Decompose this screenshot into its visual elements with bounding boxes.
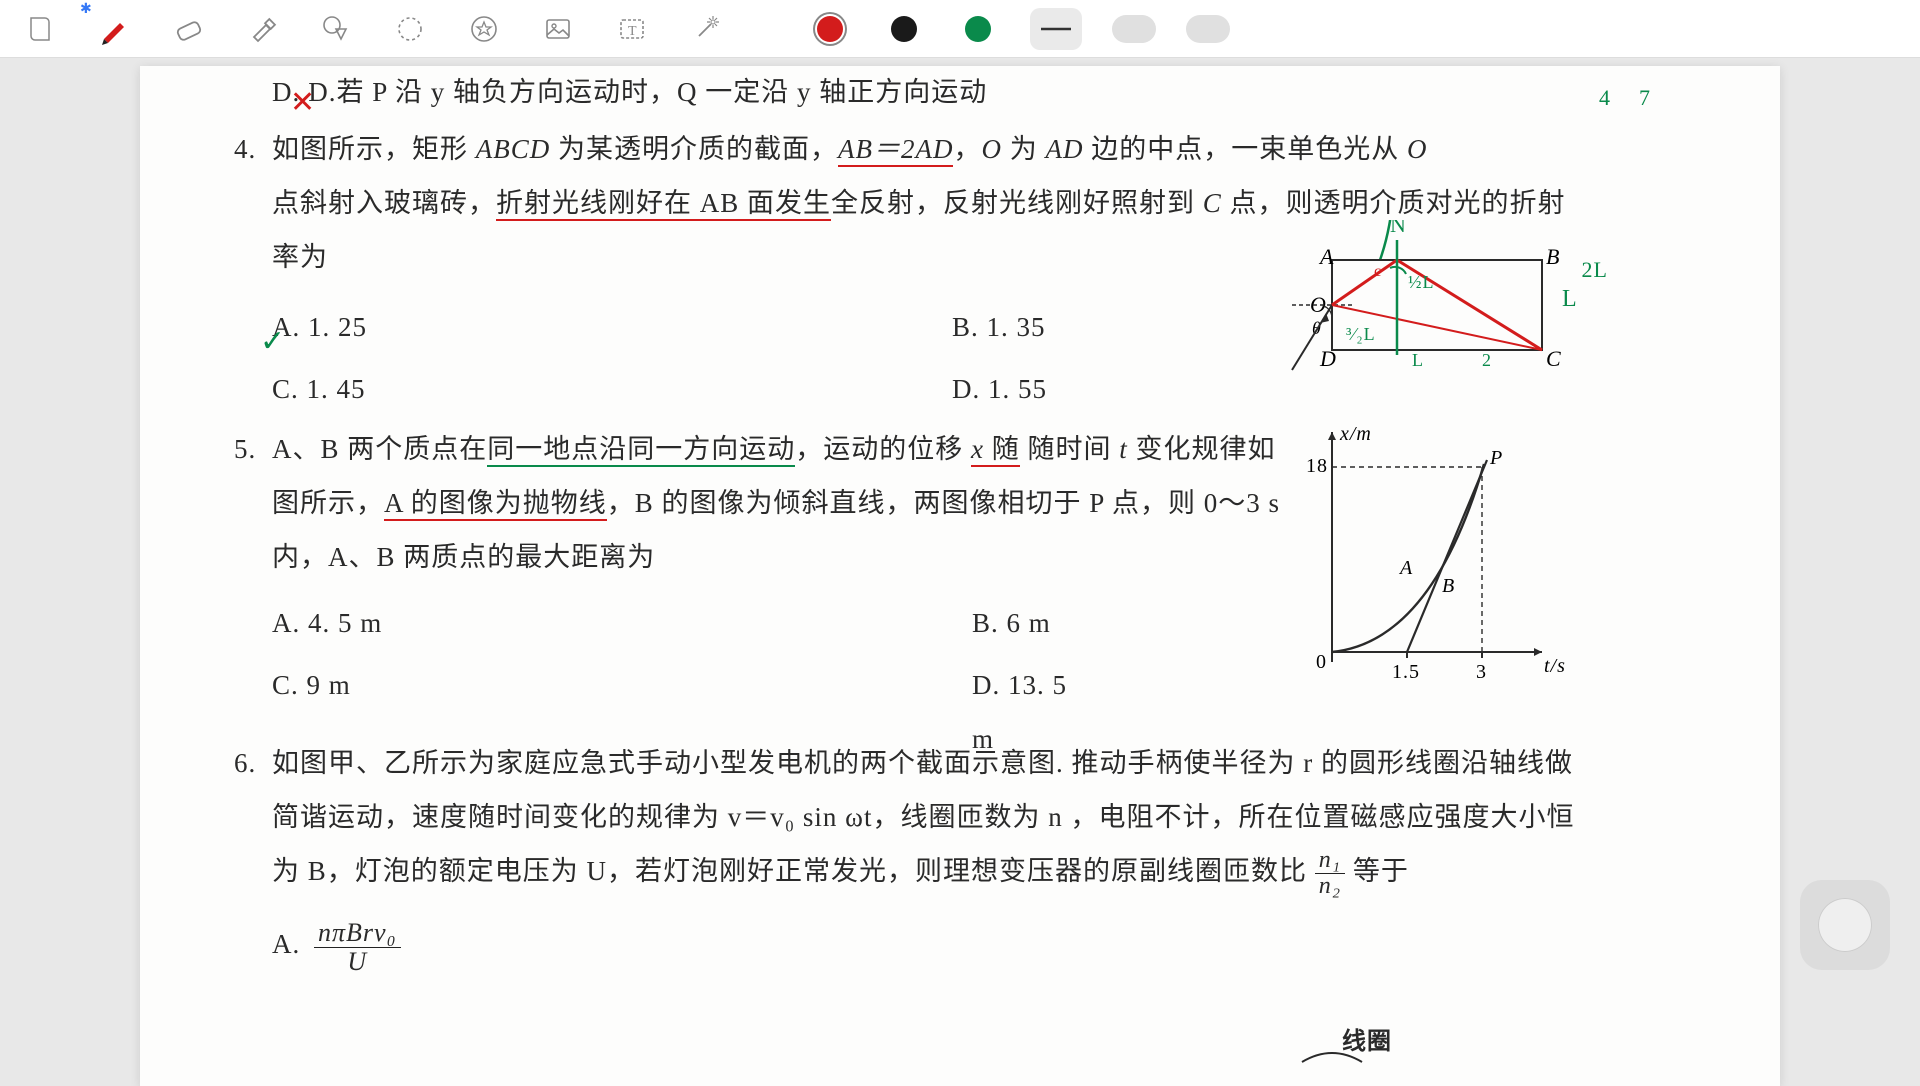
highlighter-icon[interactable]: [240, 7, 284, 51]
q4-diagram: A B D C O θ ½L ³⁄₂: [1262, 220, 1602, 400]
pill-1[interactable]: [1112, 7, 1156, 51]
q5-number: 5.: [234, 422, 256, 476]
question-5: 5. A、B 两个质点在同一地点沿同一方向运动，运动的位移 x 随 随时间 t …: [272, 422, 1592, 770]
svg-text:A: A: [1318, 244, 1334, 269]
color-black[interactable]: [882, 7, 926, 51]
svg-text:0: 0: [1316, 651, 1327, 673]
question-4: 4. 如图所示，矩形 ABCD 为某透明介质的截面，AB＝2AD，O 为 AD …: [272, 122, 1572, 420]
svg-text:N: N: [1390, 220, 1407, 237]
assistive-touch-icon: [1818, 898, 1872, 952]
toolbar: ✱ T: [0, 0, 1920, 58]
q4-opt-c: C. 1. 45: [272, 358, 662, 420]
book-icon[interactable]: ✱: [18, 7, 62, 51]
q5-text: A、B 两个质点在同一地点沿同一方向运动，运动的位移 x 随 随时间 t 变化规…: [272, 422, 1282, 584]
page-container: D.✕D.若 P 沿 y 轴负方向运动时，Q 一定沿 y 轴正方向运动 4. 如…: [0, 58, 1920, 1080]
svg-text:L: L: [1562, 286, 1578, 312]
svg-text:3: 3: [1476, 661, 1487, 683]
q4-check-icon: ✓: [260, 312, 286, 372]
svg-text:C: C: [1546, 346, 1562, 371]
svg-text:O: O: [1310, 292, 1327, 317]
q3-option-d-partial: D.✕D.若 P 沿 y 轴负方向运动时，Q 一定沿 y 轴正方向运动: [272, 70, 987, 109]
color-green[interactable]: [956, 7, 1000, 51]
svg-text:½L: ½L: [1408, 272, 1435, 292]
svg-text:³⁄₂L: ³⁄₂L: [1346, 324, 1376, 344]
svg-text:c: c: [1374, 263, 1382, 280]
pill-2[interactable]: [1186, 7, 1230, 51]
line-weight-button[interactable]: [1030, 8, 1082, 50]
eraser-icon[interactable]: [166, 7, 210, 51]
q4-ann-2l: 2L: [1582, 248, 1608, 292]
lasso-icon[interactable]: [388, 7, 432, 51]
svg-text:x/m: x/m: [1339, 423, 1372, 445]
q6-text: 如图甲、乙所示为家庭应急式手动小型发电机的两个截面示意图. 推动手柄使半径为 r…: [272, 748, 1574, 886]
document-page: D.✕D.若 P 沿 y 轴负方向运动时，Q 一定沿 y 轴正方向运动 4. 如…: [140, 66, 1780, 1086]
pen-icon[interactable]: [92, 7, 136, 51]
svg-text:1.5: 1.5: [1392, 661, 1420, 683]
text-icon[interactable]: T: [610, 7, 654, 51]
svg-text:2: 2: [1482, 350, 1492, 370]
color-red[interactable]: [808, 7, 852, 51]
svg-text:B: B: [1442, 575, 1455, 597]
q6-number: 6.: [234, 736, 256, 790]
q6-partial-diagram: [1292, 1048, 1412, 1078]
q4-ann-top: 4 7: [1599, 76, 1656, 120]
q5-opt-a: A. 4. 5 m: [272, 592, 682, 654]
svg-text:18: 18: [1306, 455, 1328, 477]
shape-icon[interactable]: [314, 7, 358, 51]
q4-opt-d: D. 1. 55: [662, 358, 1052, 420]
q5-graph: x/m t/s 0 18 1.5 3 A B P: [1292, 412, 1572, 692]
q4-opt-a: ✓ A. 1. 25: [272, 296, 662, 358]
q4-opt-b: B. 1. 35: [662, 296, 1052, 358]
svg-text:B: B: [1546, 244, 1560, 269]
svg-text:A: A: [1398, 557, 1413, 579]
star-icon[interactable]: [462, 7, 506, 51]
assistive-touch-button[interactable]: [1800, 880, 1890, 970]
q6-opt-a: A. nπBrv₀ U: [272, 929, 401, 959]
q5-opt-b: B. 6 m: [682, 592, 1092, 654]
svg-text:D: D: [1319, 346, 1337, 371]
q4-number: 4.: [234, 122, 256, 176]
svg-text:t/s: t/s: [1544, 655, 1566, 677]
question-6: 6. 如图甲、乙所示为家庭应急式手动小型发电机的两个截面示意图. 推动手柄使半径…: [272, 736, 1582, 975]
image-icon[interactable]: [536, 7, 580, 51]
svg-text:L: L: [1412, 350, 1424, 370]
laser-icon[interactable]: [684, 7, 728, 51]
svg-text:P: P: [1489, 447, 1503, 469]
svg-text:T: T: [628, 24, 637, 39]
